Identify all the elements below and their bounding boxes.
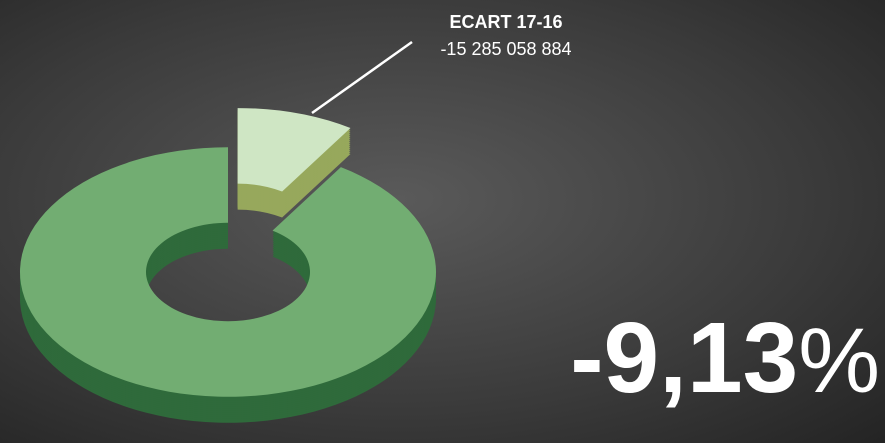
segment (237, 108, 351, 192)
callout-title: ECART 17-16 (449, 12, 562, 32)
headline-number: -9,13 (570, 302, 798, 414)
headline-unit: % (798, 310, 880, 412)
headline: -9,13% (570, 302, 880, 414)
callout-value: -15 285 058 884 (440, 39, 571, 59)
callout-line (311, 40, 413, 115)
donut (19, 108, 437, 423)
segment (20, 147, 437, 397)
